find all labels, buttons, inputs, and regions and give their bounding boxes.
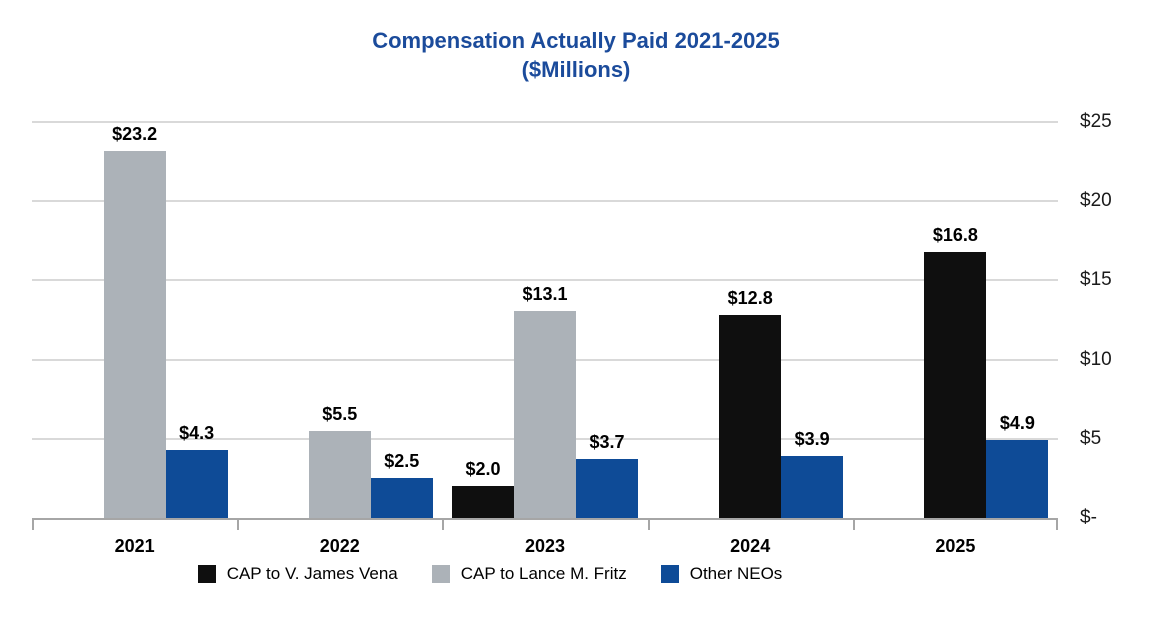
x-axis-label-2022: 2022: [319, 536, 360, 556]
bar-value-label: $13.1: [522, 283, 568, 304]
legend-item-cap-to-lance-m-fritz: CAP to Lance M. Fritz: [431, 564, 627, 584]
legend-label: CAP to V. James Vena: [226, 564, 398, 583]
bar-2022-other-neos: [370, 478, 433, 518]
bar-2023-cap-to-lance-m-fritz: [514, 310, 576, 518]
legend: CAP to V. James Vena CAP to Lance M. Frit…: [0, 564, 980, 584]
x-axis-label-2024: 2024: [730, 536, 771, 556]
bar-value-label: $5.5: [322, 403, 358, 424]
chart-title: Compensation Actually Paid 2021-2025: [372, 28, 780, 53]
bar-value-label: $3.7: [589, 432, 625, 453]
legend-swatch-icon: [431, 565, 450, 583]
bar-value-label: $3.9: [794, 429, 830, 450]
y-axis: $25 $20 $15 $10 $5 $-: [1080, 111, 1152, 528]
bar-2025-other-neos: [986, 440, 1049, 518]
y-axis-label-0: $-: [1080, 507, 1097, 528]
legend-label: Other NEOs: [689, 564, 783, 583]
bar-value-label: $12.8: [727, 288, 773, 309]
bar-value-label: $2.0: [465, 459, 501, 480]
y-axis-label-15: $15: [1080, 269, 1112, 291]
x-axis-label-2025: 2025: [935, 536, 976, 556]
bar-2023-other-neos: [576, 459, 638, 518]
bar-2024-cap-to-v-james-vena: [719, 315, 782, 518]
bar-2024-other-neos: [781, 456, 844, 518]
bar-2022-cap-to-lance-m-fritz: [308, 430, 371, 518]
x-axis-tick: [647, 518, 650, 530]
bar-value-label: $16.8: [932, 224, 978, 245]
bar-value-label: $2.5: [384, 451, 420, 472]
x-axis-tick: [237, 518, 240, 530]
chart-subtitle: ($Millions): [521, 57, 631, 82]
bar-2021-other-neos: [165, 449, 228, 518]
chart-title-block: Compensation Actually Paid 2021-2025 ($M…: [0, 26, 1152, 84]
x-axis-tick: [32, 518, 34, 530]
gridline-20: [32, 200, 1058, 203]
x-axis-label-2021: 2021: [114, 536, 155, 556]
legend-swatch-icon: [660, 565, 679, 583]
plot-area: 2021 2022 2023 2024 2025 $2.0 $12.8 $16.8 $23.2 $…: [32, 121, 1058, 556]
y-axis-label-5: $5: [1080, 427, 1102, 449]
legend-item-cap-to-v-james-vena: CAP to V. James Vena: [197, 564, 398, 584]
y-axis-label-25: $25: [1080, 111, 1112, 132]
x-axis-tick: [852, 518, 855, 530]
bar-2023-cap-to-v-james-vena: [452, 486, 514, 518]
y-axis-label-10: $10: [1080, 348, 1112, 370]
bar-2021-cap-to-lance-m-fritz: [103, 150, 166, 518]
x-axis-tick: [1056, 518, 1058, 530]
bar-value-label: $4.3: [179, 422, 215, 443]
legend-label: CAP to Lance M. Fritz: [460, 564, 627, 583]
x-axis-label-2023: 2023: [524, 536, 566, 556]
bar-value-label: $23.2: [112, 123, 158, 144]
bar-value-label: $4.9: [999, 413, 1035, 434]
gridline-25: [32, 121, 1058, 123]
bar-2025-cap-to-v-james-vena: [924, 251, 987, 518]
gridline-15: [32, 279, 1058, 282]
x-axis-tick: [442, 518, 445, 530]
legend-swatch-icon: [197, 565, 216, 583]
legend-item-other-neos: Other NEOs: [660, 564, 783, 584]
y-axis-label-20: $20: [1080, 190, 1112, 212]
